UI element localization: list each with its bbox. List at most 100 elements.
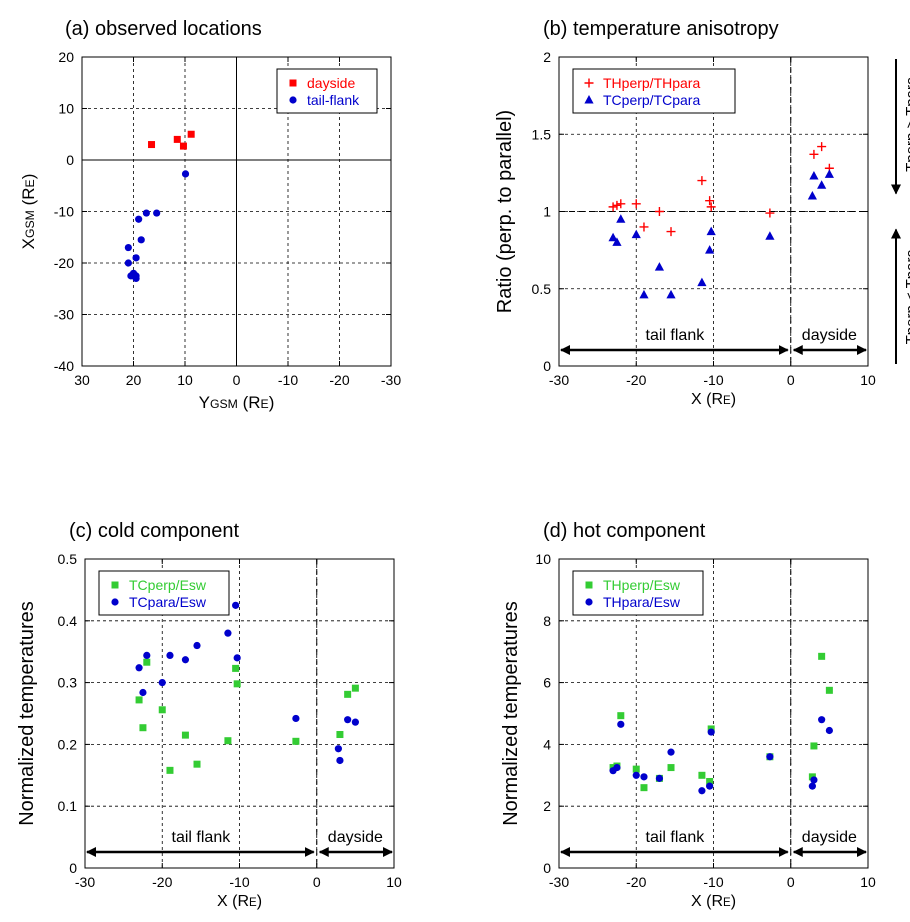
- data-point: [617, 720, 625, 728]
- label-part: Y: [199, 393, 210, 412]
- region-label-tail-flank: tail flank: [172, 829, 232, 846]
- legend-box: [572, 570, 704, 616]
- data-point: [765, 231, 775, 240]
- series-thperp-esw: [609, 652, 833, 792]
- label-part: E: [723, 897, 731, 909]
- x-tick-label: 10: [860, 372, 876, 388]
- data-point: [334, 745, 342, 753]
- data-point: [639, 222, 649, 232]
- legend-label: tail-flank: [307, 92, 360, 108]
- label-part: E: [249, 897, 257, 909]
- series-tcpara-esw: [135, 601, 359, 765]
- label-part: (R: [706, 391, 723, 408]
- series-tcperp-tcpara: [608, 169, 834, 299]
- data-point: [132, 254, 140, 262]
- x-axis-label: X (RE): [217, 893, 262, 910]
- data-point: [612, 200, 622, 210]
- data-point: [809, 170, 819, 180]
- y-axis-label: Normalized temperatures: [16, 601, 38, 826]
- data-point: [292, 714, 300, 723]
- data-point: [336, 731, 344, 739]
- data-point: [137, 236, 145, 244]
- data-point: [667, 764, 675, 772]
- y-axis-label: XGSM (RE): [19, 174, 38, 250]
- chart-title: (c) cold component: [69, 520, 240, 542]
- y-tick-label: -20: [54, 255, 74, 271]
- data-point: [233, 654, 241, 662]
- data-point: [766, 753, 774, 761]
- label-part: (R: [19, 187, 38, 205]
- data-point: [142, 209, 150, 217]
- y-tick-label: 6: [543, 675, 551, 691]
- x-axis-label: YGSM (RE): [199, 393, 275, 412]
- data-point: [817, 180, 827, 189]
- x-tick-label: 10: [860, 874, 876, 890]
- data-point: [632, 771, 640, 779]
- data-point: [810, 742, 818, 750]
- data-point: [632, 765, 640, 773]
- legend-label: THpara/Esw: [603, 594, 681, 610]
- x-tick-label: 0: [233, 372, 241, 388]
- series-thpara-esw: [609, 716, 833, 795]
- region-label-dayside: dayside: [802, 327, 857, 344]
- label-part: X: [19, 238, 38, 249]
- y-tick-label: 0: [543, 860, 551, 876]
- panel-b-chart: (b) temperature anisotropy -30 -20 -10 0 10 0 0…: [494, 18, 910, 408]
- data-point: [608, 232, 618, 242]
- legend-box: [572, 68, 736, 114]
- legend-marker: [584, 78, 594, 88]
- data-point: [818, 652, 826, 660]
- x-tick-label: 30: [74, 372, 90, 388]
- data-point: [139, 724, 147, 732]
- data-point: [706, 202, 716, 212]
- data-point: [824, 169, 834, 178]
- label-part: E: [261, 397, 269, 411]
- x-tick-label: 10: [177, 372, 193, 388]
- data-point: [181, 731, 189, 739]
- data-point: [336, 756, 344, 765]
- y-tick-label: 0.5: [532, 281, 552, 297]
- data-point: [655, 774, 664, 782]
- y-tick-label: 0.3: [58, 675, 78, 691]
- data-point: [654, 262, 665, 271]
- x-axis-label: X (RE): [691, 391, 736, 408]
- label-part: (R: [243, 393, 261, 412]
- data-point: [181, 656, 190, 664]
- data-point: [705, 245, 715, 254]
- data-point: [818, 716, 826, 724]
- y-tick-label: 0.5: [58, 551, 78, 567]
- legend-label: THperp/Esw: [603, 577, 681, 593]
- label-part: X: [691, 391, 702, 408]
- y-tick-label: 2: [543, 49, 551, 65]
- data-point: [706, 226, 716, 236]
- data-point: [232, 601, 240, 609]
- x-tick-label: -20: [626, 372, 646, 388]
- data-point: [639, 289, 649, 299]
- y-axis-label: Normalized temperatures: [500, 601, 522, 826]
- data-point: [179, 142, 187, 150]
- data-point: [640, 773, 648, 781]
- y-tick-label: 0: [543, 358, 551, 374]
- label-part: X: [217, 893, 228, 910]
- data-point: [124, 243, 132, 252]
- data-point: [706, 777, 714, 785]
- x-tick-label: 10: [386, 874, 402, 890]
- data-point: [640, 784, 648, 792]
- data-point: [825, 726, 833, 735]
- x-tick-label: -10: [703, 874, 723, 890]
- series-tail-flank: [124, 170, 190, 283]
- label-part: (R: [232, 893, 249, 910]
- x-axis-label: X (RE): [691, 893, 736, 910]
- label-part: ): [257, 893, 262, 910]
- region-label-dayside: dayside: [328, 829, 383, 846]
- legend-marker: [585, 581, 593, 589]
- y-tick-label: -30: [54, 307, 74, 323]
- legend-marker: [111, 581, 119, 589]
- side-label-lower: Tperp < Tpara: [903, 249, 910, 345]
- data-point: [344, 716, 352, 724]
- y-tick-label: 10: [58, 101, 74, 117]
